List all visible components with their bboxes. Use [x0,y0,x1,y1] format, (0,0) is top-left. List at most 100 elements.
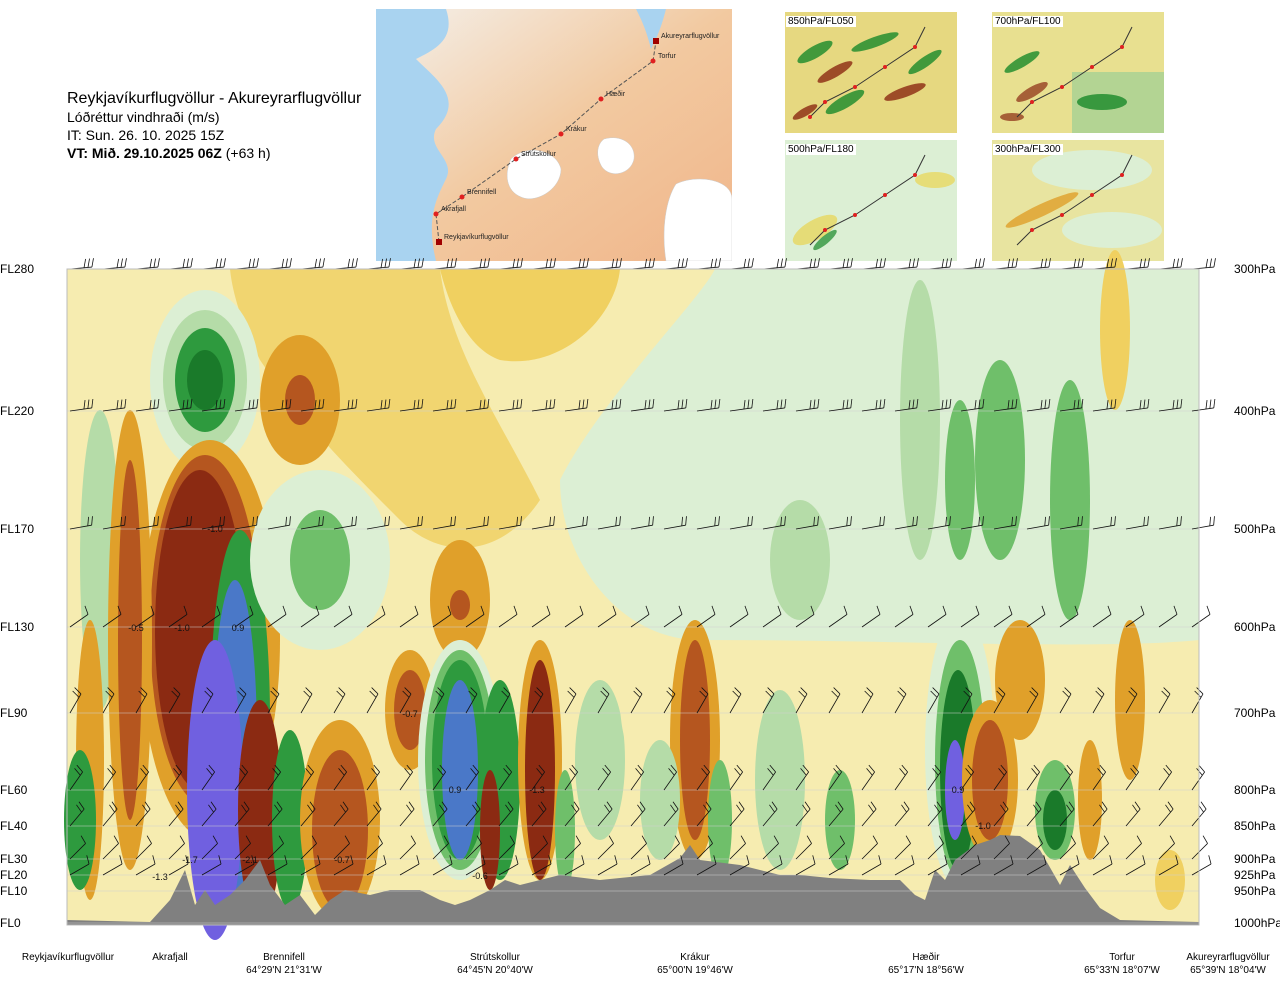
flight-level-label: FL10 [0,884,28,898]
wind-barb [135,605,155,628]
wind-barb [498,605,518,628]
wind-barb [234,516,258,530]
wind-barb [1158,801,1174,827]
thumbnail-700[interactable]: 700hPa/FL100 [992,12,1164,133]
downdraft-blob [1155,850,1185,910]
wind-barb [861,801,877,827]
wind-barb [399,835,416,860]
wind-barb [135,855,156,876]
wind-barb [960,835,977,860]
contour-value-label: 0.9 [952,785,965,795]
wind-barb [1092,605,1112,628]
wind-barb [1026,835,1043,860]
map-point-marker [650,58,656,64]
waypoint-coordinate: 65°39'N 18°04'W [1190,965,1266,976]
wind-barb [927,801,943,827]
map-airport-marker [653,38,659,44]
updraft-blob [900,280,940,560]
wind-barb [828,398,853,412]
wind-barb [267,398,292,412]
pressure-level-label: 300hPa [1234,262,1276,276]
thumbnail-850[interactable]: 850hPa/FL050 [785,12,957,133]
waypoint-name: Krákur [680,952,710,963]
wind-barb [729,764,743,791]
wind-barb [927,855,948,876]
wind-barb [465,605,485,628]
wind-barb [234,605,254,628]
wind-barb [1092,398,1117,412]
wind-barb [663,835,680,860]
waypoint-label: Krákur 65°00'N 19°46'W [657,951,733,977]
wind-barb [960,516,984,530]
wind-barb [432,605,452,628]
pressure-level-label: 800hPa [1234,783,1276,797]
wind-barb [432,516,456,530]
contour-value-label: -1.7 [182,855,198,865]
wind-barb [300,835,317,860]
plot-frame [66,268,1200,926]
wind-barb [762,764,776,791]
wind-barb [894,835,911,860]
map-point-marker [433,211,439,217]
wind-barb [795,516,819,530]
wind-barb [267,764,281,791]
sea-area-north [636,9,666,49]
wind-barb [1158,516,1182,530]
wind-barb [1026,516,1050,530]
wind-barb [993,605,1013,628]
wind-barb [762,855,783,876]
wind-barb [993,855,1014,876]
wind-barb [894,687,907,714]
wind-barb [69,835,86,860]
wind-barb [366,835,383,860]
wind-barb [1059,605,1079,628]
wind-barb [696,801,712,827]
updraft-blob [442,680,478,860]
updraft-blob [770,500,830,620]
flight-level-label: FL40 [0,819,28,833]
wind-barb [135,258,160,270]
wind-barb [168,801,184,827]
map-point-label: Torfur [658,53,677,60]
downdraft-blob [680,640,710,840]
valid-time-bold: VT: Mið. 29.10.2025 06Z [67,145,222,161]
map-point-label: Strútskollur [521,151,557,158]
updraft-blob [825,770,855,870]
wind-barb [69,516,93,530]
wind-barb [333,516,357,530]
wind-barb [1158,605,1178,628]
wind-barb [432,835,449,860]
wind-barb [333,687,346,714]
wind-barb [1125,258,1150,270]
wind-barb [828,258,853,270]
downdraft-blob [995,620,1045,740]
contour-value-label: 0.9 [232,623,245,633]
wind-barb [663,801,679,827]
waypoint-label: Brennifell 64°29'N 21°31'W [246,951,322,977]
wind-barb [696,516,720,530]
downdraft-blob [312,750,368,910]
pressure-level-label: 600hPa [1234,620,1276,634]
wind-barb [729,835,746,860]
wind-barb [465,835,482,860]
wind-barb [828,835,845,860]
wind-barb [498,801,514,827]
wind-barb [795,398,820,412]
wind-barb [531,516,555,530]
wind-barb [234,398,259,412]
wind-barb [927,516,951,530]
flight-level-label: FL30 [0,852,28,866]
thumbnail-700-image [992,12,1164,133]
downdraft-blob [972,720,1008,840]
wind-barb [366,855,387,876]
thumbnail-300[interactable]: 300hPa/FL300 [992,140,1164,261]
wind-barb [993,398,1018,412]
wind-barb [69,398,94,412]
wind-barb [828,516,852,530]
wind-barb [630,258,655,270]
wind-barb [300,801,316,827]
wind-barb [69,258,94,270]
wind-barb [597,516,621,530]
wind-barb [729,605,749,628]
thumbnail-500[interactable]: 500hPa/FL180 [785,140,957,261]
